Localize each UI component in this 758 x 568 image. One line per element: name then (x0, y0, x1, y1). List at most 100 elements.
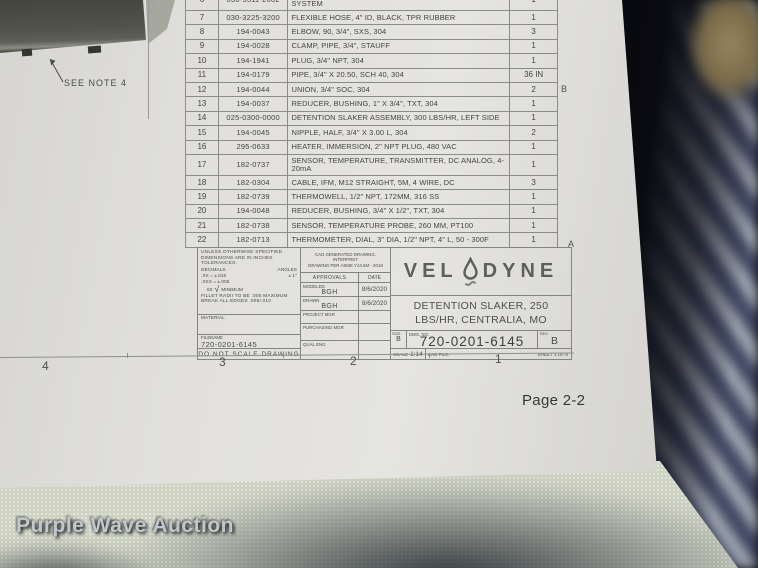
parts-cell-part: 194-0048 (219, 204, 289, 219)
parts-cell-desc: PLUG, 3/4" NPT, 304 (288, 54, 511, 68)
parts-cell-part: 182-0713 (219, 233, 289, 247)
angles-label: ANGLES (277, 267, 297, 273)
approval-row-project-mgr: PROJECT MGR (301, 310, 391, 323)
parts-cell-part: 194-0043 (219, 25, 289, 39)
parts-cell-desc: THERMOWELL, 1/2" NPT, 172MM, 316 SS (288, 190, 511, 204)
parts-table-row: 15 194-0045 NIPPLE, HALF, 3/4" X 3.00 L, 3… (186, 126, 557, 141)
parts-cell-part: 194-1941 (219, 54, 289, 68)
do-not-scale-cell: DO NOT SCALE DRAWING (198, 348, 301, 359)
drawing-title-line2: LBS/HR, CENTRALIA, MO (415, 314, 547, 326)
parts-cell-desc: CONTROL PANEL, DETENTION TYPE LIME SLAKE… (288, 0, 511, 10)
equipment-enclosure-drawing (0, 0, 178, 64)
parts-cell-qty: 1 (510, 0, 557, 10)
zone-number-2: 2 (350, 354, 357, 368)
parts-table-row: 7 030-3225-3200 FLEXIBLE HOSE, 4" ID, BLAC… (186, 11, 557, 26)
parts-table-row: 18 182-0304 CABLE, IFM, M12 STRAIGHT, 5M, … (186, 175, 557, 191)
material-cell: MATERIAL (198, 314, 301, 334)
parts-cell-item: 15 (186, 126, 219, 140)
parts-cell-part: 194-0045 (219, 126, 289, 140)
parts-cell-item: 7 (186, 11, 219, 25)
parts-cell-qty: 36 IN (524, 70, 544, 80)
approval-initials: BGH (321, 303, 338, 310)
parts-cell-desc: REDUCER, BUSHING, 3/4" X 1/2", TXT, 304 (288, 204, 511, 219)
filename-value: 720-0201-6145 (201, 340, 258, 349)
approval-date (359, 324, 390, 340)
rev-value: B (550, 335, 558, 347)
parts-cell-item: 6 (186, 0, 219, 10)
filename-cell: FILENAME 720-0201-6145 (198, 334, 301, 349)
parts-table-row: 21 182-0738 SENSOR, TEMPERATURE PROBE, 260… (186, 219, 557, 234)
parts-cell-part: 182-0737 (219, 154, 289, 175)
zone-number-4: 4 (42, 359, 49, 373)
parts-cell-item: 14 (186, 111, 219, 126)
parts-cell-qty: 1 (531, 235, 536, 245)
approval-date: 8/6/2020 (361, 286, 388, 293)
drawing-number-row: SIZE B DWG. NO. 720-0201-6145 REV. B (391, 330, 571, 349)
approval-label: PURCHASING MGR (303, 325, 344, 330)
dwg-no-label: DWG. NO. (409, 332, 430, 337)
parts-cell-desc: HEATER, IMMERSION, 2" NPT PLUG, 480 VAC (288, 140, 511, 154)
parts-cell-item: 13 (186, 97, 219, 111)
approval-label: PROJECT MGR (303, 312, 335, 317)
parts-table-row: 9 194-0028 CLAMP, PIPE, 3/4", STAUFF 1 (186, 39, 557, 55)
drawing-title-line1: DETENTION SLAKER, 250 (413, 300, 549, 312)
dwg-no-cell: DWG. NO. 720-0201-6145 (407, 331, 538, 349)
sheet-border-line (148, 0, 149, 119)
tolerance-line: UNLESS OTHERWISE SPECIFIED (201, 250, 283, 255)
size-label: SIZE (392, 332, 401, 336)
angle-tolerance: ± 1° (288, 273, 297, 279)
page-number-label: Page 2-2 (522, 392, 586, 409)
parts-cell-desc: NIPPLE, HALF, 3/4" X 3.00 L, 304 (288, 126, 511, 140)
parts-cell-item: 18 (186, 175, 219, 190)
parts-cell-desc: CLAMP, PIPE, 3/4", STAUFF (288, 39, 511, 54)
parts-cell-item: 17 (186, 154, 219, 175)
parts-cell-desc: DETENTION SLAKER ASSEMBLY, 300 LBS/HR, L… (288, 111, 511, 126)
rev-cell: REV. B (538, 331, 571, 348)
parts-cell-desc: SENSOR, TEMPERATURE, TRANSMITTER, DC ANA… (288, 154, 511, 175)
material-label: MATERIAL (201, 316, 225, 321)
zone-tick (283, 353, 284, 358)
zone-number-1: 1 (495, 352, 502, 366)
parts-cell-part: 182-0304 (219, 175, 289, 190)
parts-cell-item: 20 (186, 204, 219, 219)
parts-cell-item: 16 (186, 140, 219, 154)
zone-number-3: 3 (219, 355, 226, 369)
size-cell: SIZE B (391, 331, 407, 348)
sheet-count: SHEET 1 OF 8 (537, 351, 568, 357)
break-edges-note: BREAK ALL EDGES .005/.010 (201, 299, 272, 305)
parts-cell-part: 295-0633 (219, 140, 289, 154)
parts-cell-qty: 2 (531, 84, 536, 94)
zone-tick (429, 353, 430, 358)
cad-note-line: DRAWING PER ASME Y14.5M - 2018 (308, 262, 383, 268)
parts-cell-item: 21 (186, 219, 219, 233)
parts-cell-qty: 1 (531, 41, 536, 51)
parts-cell-part: 025-0300-0000 (219, 111, 289, 126)
parts-cell-qty: 1 (531, 99, 536, 109)
parts-cell-desc: REDUCER, BUSHING, 1" X 3/4", TXT, 304 (288, 97, 511, 111)
parts-cell-qty: 3 (531, 27, 536, 37)
leader-line-icon (49, 58, 64, 83)
approval-date (359, 311, 390, 323)
size-value: B (396, 336, 401, 343)
rev-label: REV. (540, 332, 549, 336)
parts-table-row: 8 194-0043 ELBOW, 90, 3/4", SXS, 304 3 (186, 25, 557, 40)
parts-cell-item: 10 (186, 54, 219, 68)
parts-cell-desc: SENSOR, TEMPERATURE PROBE, 260 MM, PT100 (288, 219, 511, 233)
approval-initials: BGH (321, 289, 338, 296)
parts-cell-qty: 2 (531, 127, 536, 137)
parts-cell-desc: UNION, 3/4" SOC, 304 (288, 82, 511, 97)
approval-row-purchasing-mgr: PURCHASING MGR (301, 323, 391, 340)
parts-table-row: 22 182-0713 THERMOMETER, DIAL, 3" DIA, 1/2… (186, 233, 557, 248)
parts-table-row: 11 194-0179 PIPE, 3/4" X 20.50, SCH 40, 30… (186, 68, 557, 83)
parts-cell-desc: THERMOMETER, DIAL, 3" DIA, 1/2" NPT, 4" … (288, 233, 511, 247)
parts-table-row: 14 025-0300-0000 DETENTION SLAKER ASSEMBLY… (186, 111, 557, 127)
date-label: DATE (368, 274, 381, 281)
parts-table-row: 19 182-0739 THERMOWELL, 1/2" NPT, 172MM, 3… (186, 190, 557, 205)
approval-label: MODELED (303, 284, 325, 289)
surface-finish-icon: √ (214, 283, 220, 294)
parts-cell-qty: 1 (531, 55, 536, 65)
parts-cell-desc: ELBOW, 90, 3/4", SXS, 304 (288, 25, 511, 39)
approval-date (359, 341, 390, 359)
tolerance-line: TOLERANCES: (201, 261, 237, 267)
